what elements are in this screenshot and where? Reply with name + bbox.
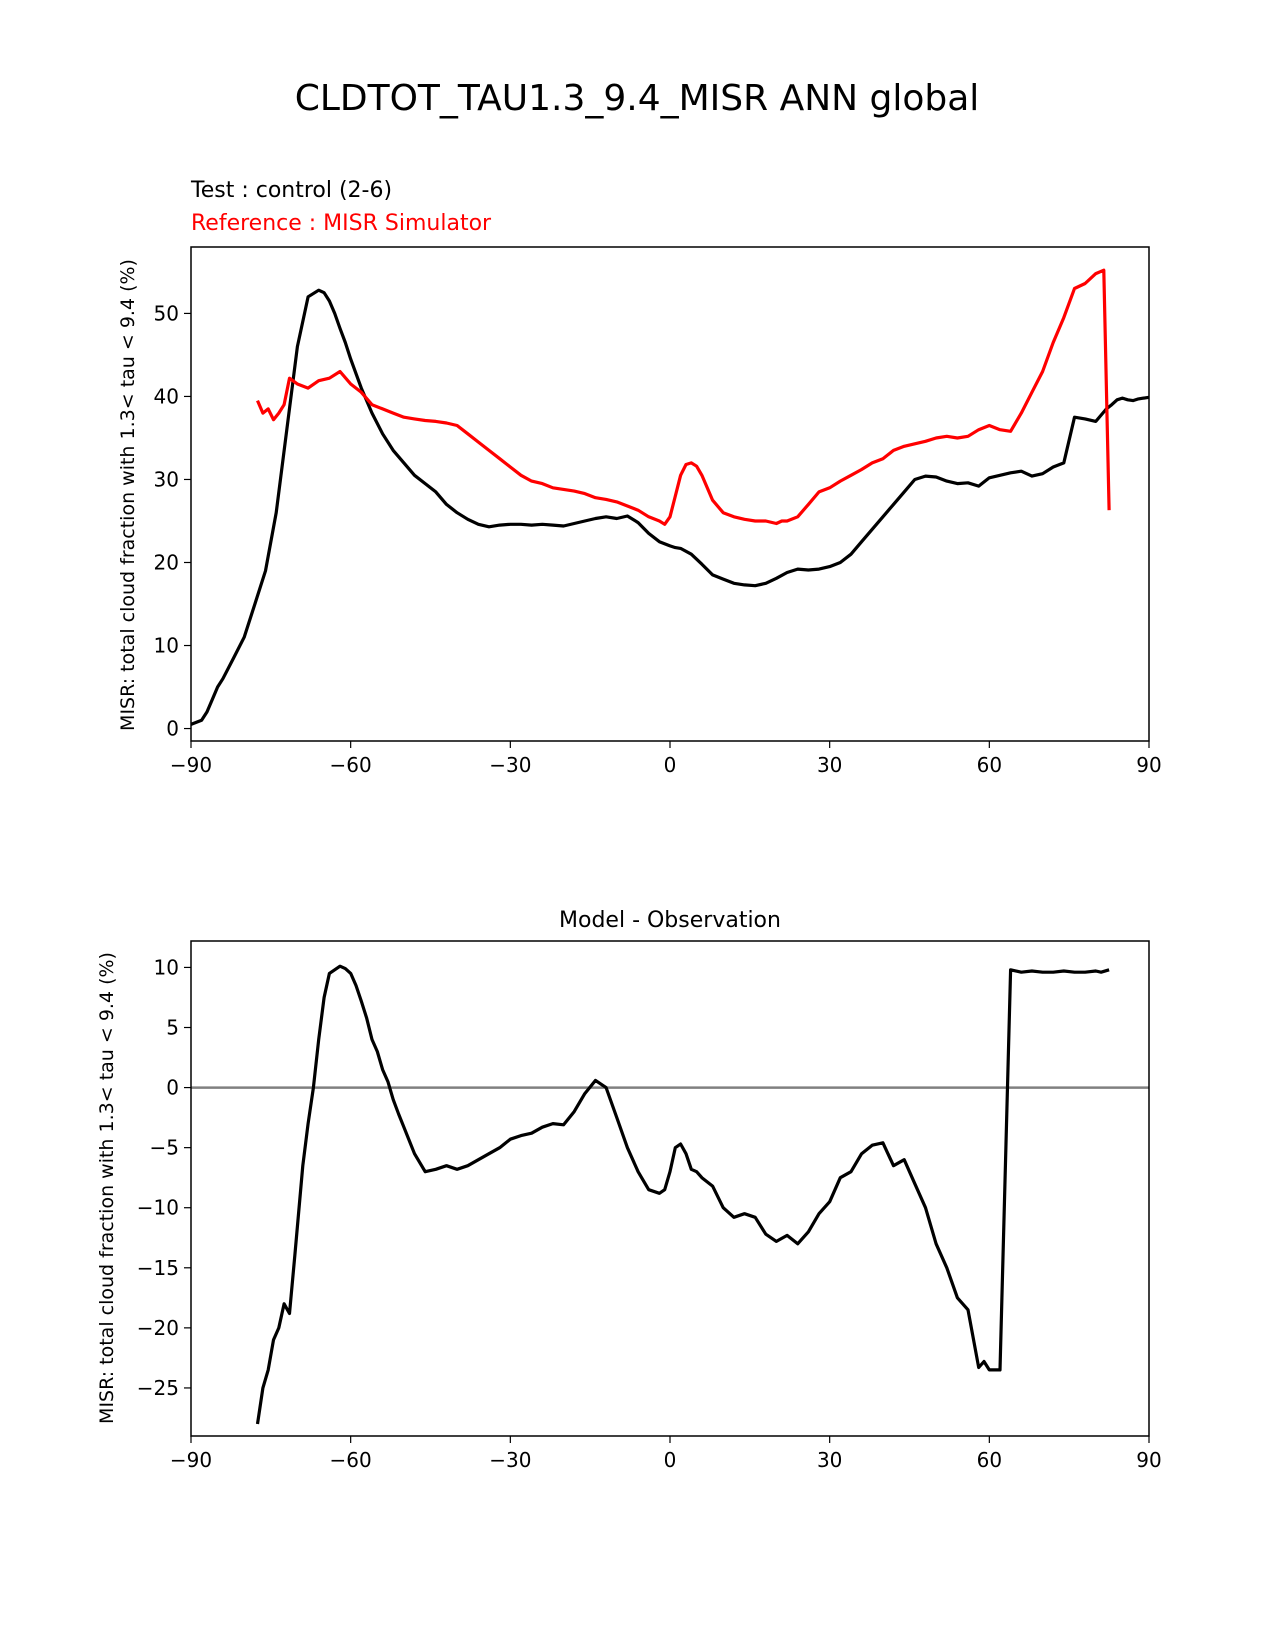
panel1-xtick-label: −30: [489, 753, 531, 777]
panel2-ytick-label: 10: [154, 955, 179, 979]
reference-label: Reference : MISR Simulator: [191, 211, 492, 236]
panel2-ytick-label: 5: [166, 1016, 179, 1040]
panel2-xtick-label: 0: [664, 1448, 677, 1472]
panel1-ylabel: MISR: total cloud fraction with 1.3< tau…: [117, 259, 139, 731]
test-label: Test : control (2-6): [190, 178, 392, 203]
panel1-xtick-label: −60: [330, 753, 372, 777]
panel1-ytick-label: 50: [154, 301, 179, 325]
panel2-xtick-label: 60: [977, 1448, 1002, 1472]
test-series-line: [190, 288, 1150, 726]
panel2-ytick-label: −20: [137, 1316, 179, 1340]
panel1-xtick-label: −90: [170, 753, 212, 777]
panel1-ytick-label: 40: [154, 384, 179, 408]
panel2-xtick-label: −90: [170, 1448, 212, 1472]
panel1-ytick-label: 30: [154, 467, 179, 491]
panel-difference: Model - Observation MISR: total cloud fr…: [96, 908, 1162, 1472]
figure-suptitle: CLDTOT_TAU1.3_9.4_MISR ANN global: [295, 78, 980, 119]
panel2-xtick-label: −60: [330, 1448, 372, 1472]
panel-test-reference: Test : control (2-6) Reference : MISR Si…: [117, 178, 1162, 777]
panel1-xtick-label: 90: [1136, 753, 1161, 777]
panel2-ytick-label: −15: [137, 1256, 179, 1280]
reference-series-line: [256, 268, 1111, 526]
panel1-ytick-label: 10: [154, 634, 179, 658]
panel1-xtick-label: 30: [817, 753, 842, 777]
panel2-ytick-label: −25: [137, 1376, 179, 1400]
panel2-xtick-label: 90: [1136, 1448, 1161, 1472]
difference-series-line: [255, 964, 1110, 1425]
panel1-frame: [190, 246, 1150, 742]
panel1-ytick-label: 0: [166, 717, 179, 741]
panel1-xtick-label: 60: [977, 753, 1002, 777]
panel1-xtick-label: 0: [664, 753, 677, 777]
panel2-xtick-label: 30: [817, 1448, 842, 1472]
panel2-title: Model - Observation: [559, 908, 781, 933]
panel2-xtick-label: −30: [489, 1448, 531, 1472]
panel1-ytick-label: 20: [154, 550, 179, 574]
panel2-ytick-label: −10: [137, 1196, 179, 1220]
panel2-ytick-label: −5: [150, 1136, 179, 1160]
panel2-ylabel: MISR: total cloud fraction with 1.3< tau…: [96, 952, 118, 1424]
panel2-frame: [190, 940, 1150, 1437]
panel2-ytick-label: 0: [166, 1076, 179, 1100]
